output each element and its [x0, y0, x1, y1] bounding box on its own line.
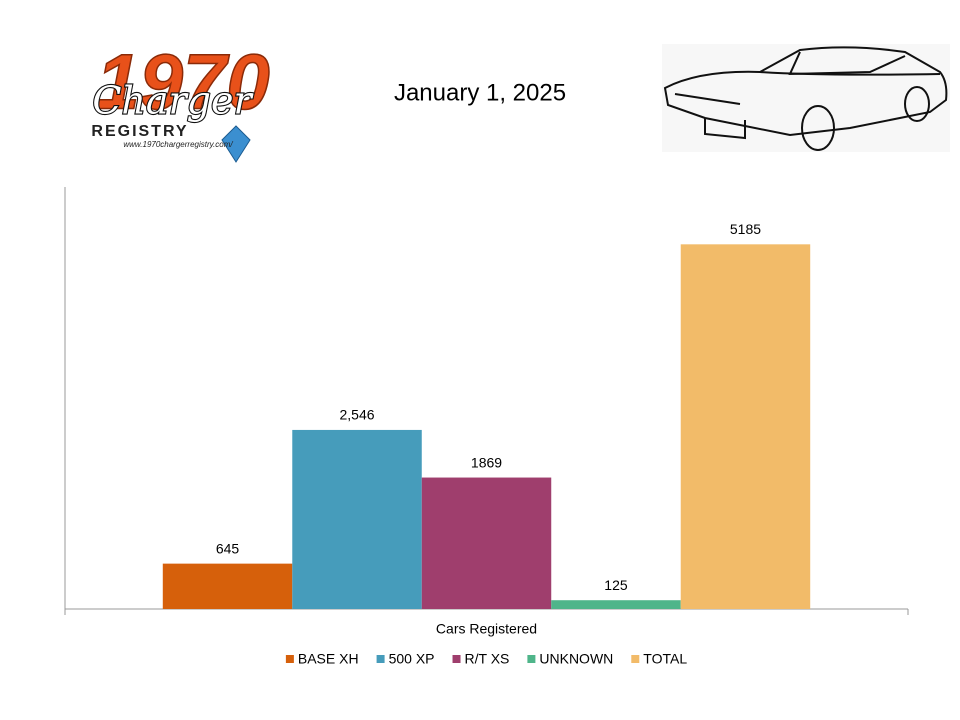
legend-swatch	[631, 655, 640, 663]
legend-label: 500 XP	[389, 651, 435, 667]
bar	[292, 429, 422, 609]
data-label: 1869	[471, 454, 502, 470]
legend-swatch	[376, 655, 385, 663]
logo-url: www.1970chargerregistry.com/	[123, 140, 233, 149]
legend-swatch	[285, 655, 294, 663]
legend-label: UNKNOWN	[539, 651, 613, 667]
logo-word: REGISTRY	[91, 123, 188, 140]
data-label: 125	[604, 577, 628, 593]
bar	[162, 563, 293, 609]
legend-swatch	[527, 655, 536, 663]
x-tick-label: Cars Registered	[436, 621, 537, 637]
legend-label: TOTAL	[643, 651, 687, 667]
logo-script: Charger	[92, 79, 254, 123]
data-label: 5185	[730, 221, 761, 237]
bar	[551, 600, 681, 609]
car-illustration	[662, 44, 950, 152]
legend-label: R/T XS	[465, 651, 510, 667]
legend-label: BASE XH	[298, 651, 359, 667]
logo-star	[221, 125, 251, 163]
legend-swatch	[452, 655, 461, 663]
bar	[680, 244, 811, 610]
chart-title: January 1, 2025	[394, 79, 566, 106]
logo: 1970 Charger REGISTRY www.1970chargerreg…	[91, 37, 271, 163]
logo-year: 1970	[96, 38, 270, 126]
data-label: 645	[216, 540, 240, 556]
data-label: 2,546	[339, 407, 374, 423]
bar	[421, 477, 552, 609]
